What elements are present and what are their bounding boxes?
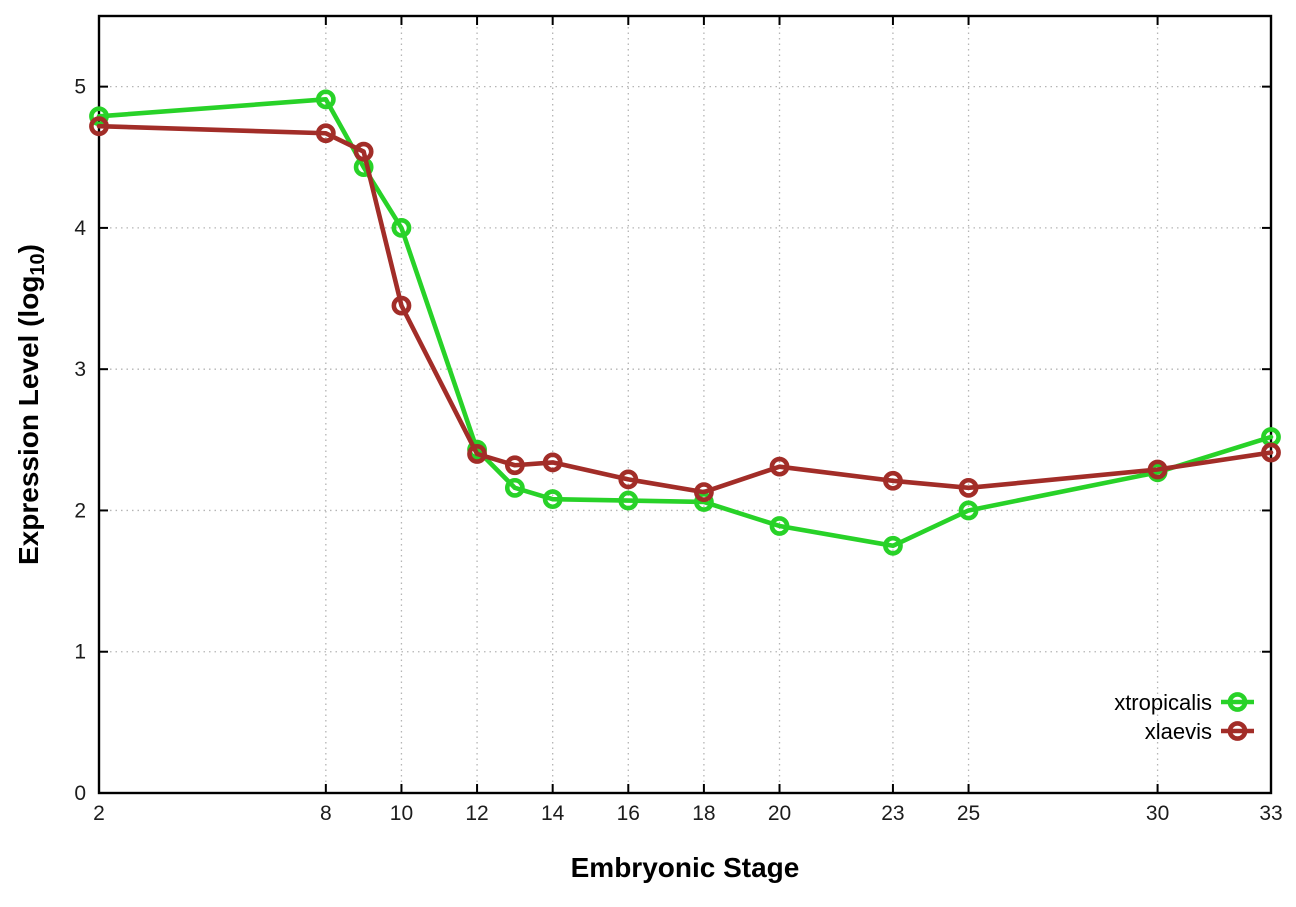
- data-point-xlaevis: [467, 444, 487, 464]
- y-tick-label: 2: [74, 499, 86, 522]
- legend-sample-marker: [1227, 721, 1248, 741]
- x-tick-label: 18: [692, 802, 715, 825]
- y-tick-label: 4: [74, 217, 86, 240]
- y-tick-label: 3: [74, 358, 86, 381]
- data-point-xlaevis: [353, 141, 374, 162]
- y-tick-label: 0: [74, 782, 86, 805]
- data-point-xtropicalis: [958, 500, 979, 521]
- data-point-xlaevis: [958, 477, 979, 498]
- legend-sample-marker: [1227, 692, 1248, 712]
- x-tick-label: 8: [320, 802, 332, 825]
- data-point-xlaevis: [1147, 459, 1168, 480]
- y-tick-label: 5: [74, 76, 86, 99]
- data-point-xlaevis: [1261, 442, 1281, 463]
- y-tick-label: 1: [74, 641, 86, 664]
- x-tick-label: 33: [1259, 802, 1282, 825]
- data-point-xlaevis: [504, 455, 525, 476]
- data-point-xlaevis: [769, 456, 790, 477]
- x-tick-label: 2: [93, 802, 105, 825]
- x-tick-label: 30: [1146, 802, 1169, 825]
- x-tick-label: 12: [465, 802, 488, 825]
- data-point-xtropicalis: [618, 490, 639, 511]
- x-tick-label: 23: [881, 802, 904, 825]
- data-point-xtropicalis: [883, 535, 903, 556]
- data-point-xtropicalis: [504, 477, 525, 498]
- x-axis-title: Embryonic Stage: [571, 852, 800, 883]
- data-point-xlaevis: [391, 295, 412, 316]
- y-axis-title: Expression Level (log10): [13, 244, 49, 565]
- x-tick-label: 20: [768, 802, 791, 825]
- data-point-xlaevis: [694, 482, 714, 502]
- data-point-xlaevis: [315, 123, 336, 144]
- x-tick-label: 14: [541, 802, 565, 825]
- data-point-xtropicalis: [542, 489, 563, 510]
- legend-label-xlaevis: xlaevis: [1145, 719, 1212, 744]
- x-tick-label: 16: [617, 802, 640, 825]
- data-point-xlaevis: [542, 452, 563, 473]
- data-point-xlaevis: [89, 116, 109, 137]
- legend-label-xtropicalis: xtropicalis: [1114, 690, 1212, 715]
- data-point-xtropicalis: [769, 516, 790, 536]
- data-point-xtropicalis: [315, 89, 336, 110]
- x-tick-label: 25: [957, 802, 980, 825]
- data-point-xlaevis: [618, 469, 639, 490]
- x-tick-label: 10: [390, 802, 413, 825]
- data-point-xtropicalis: [391, 218, 412, 238]
- plot-border: [97, 14, 1273, 795]
- series-line-xlaevis: [96, 123, 1274, 495]
- data-point-xlaevis: [883, 470, 903, 491]
